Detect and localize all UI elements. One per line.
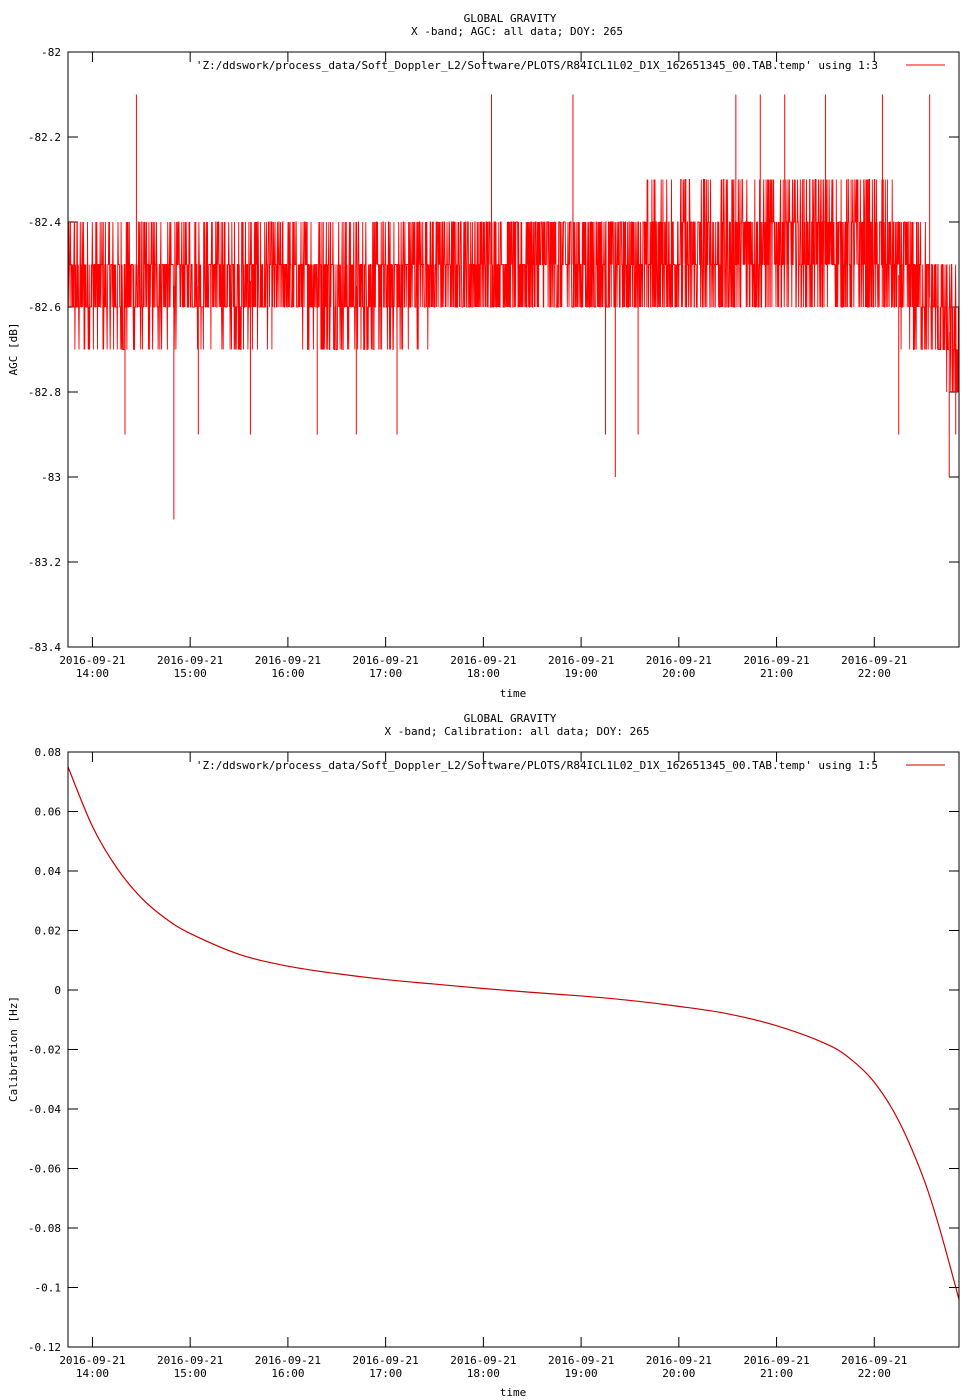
y-tick-label: 0.02 bbox=[35, 925, 62, 938]
x-tick-label: 2016-09-21 bbox=[548, 1354, 614, 1367]
y-tick-label: -83.2 bbox=[28, 556, 61, 569]
x-tick-label: 2016-09-21 bbox=[841, 1354, 907, 1367]
chart-subtitle: X -band; Calibration: all data; DOY: 265 bbox=[385, 725, 650, 738]
y-tick-label: -0.12 bbox=[28, 1341, 61, 1354]
x-tick-label: 2016-09-21 bbox=[841, 654, 907, 667]
axes-layer: -82-82.2-82.4-82.6-82.8-83-83.2-83.42016… bbox=[28, 46, 959, 680]
plot-frame bbox=[67, 51, 960, 648]
x-tick-label: 21:00 bbox=[760, 667, 793, 680]
x-tick-label: 15:00 bbox=[174, 667, 207, 680]
y-axis-label: AGC [dB] bbox=[7, 323, 20, 376]
x-tick-label: 17:00 bbox=[369, 1367, 402, 1380]
calibration-chart: GLOBAL GRAVITY X -band; Calibration: all… bbox=[7, 712, 960, 1399]
y-tick-label: -83.4 bbox=[28, 641, 61, 654]
y-tick-label: 0.06 bbox=[35, 806, 62, 819]
series-line-0 bbox=[67, 766, 960, 1300]
x-tick-label: 14:00 bbox=[76, 1367, 109, 1380]
y-tick-label: -82.4 bbox=[28, 216, 61, 229]
x-tick-label: 18:00 bbox=[467, 667, 500, 680]
legend-label: 'Z:/ddswork/process_data/Soft_Doppler_L2… bbox=[196, 59, 878, 72]
series-line-0 bbox=[67, 179, 960, 393]
x-tick-label: 2016-09-21 bbox=[255, 654, 321, 667]
x-tick-label: 19:00 bbox=[565, 1367, 598, 1380]
x-axis-label: time bbox=[500, 1386, 527, 1399]
x-axis-label: time bbox=[500, 687, 527, 700]
x-tick-label: 2016-09-21 bbox=[450, 1354, 516, 1367]
x-tick-label: 17:00 bbox=[369, 667, 402, 680]
x-tick-label: 2016-09-21 bbox=[646, 654, 712, 667]
chart-title: GLOBAL GRAVITY bbox=[464, 12, 557, 25]
chart-title: GLOBAL GRAVITY bbox=[464, 712, 557, 725]
x-tick-label: 20:00 bbox=[662, 667, 695, 680]
x-tick-label: 2016-09-21 bbox=[157, 654, 223, 667]
x-tick-label: 2016-09-21 bbox=[353, 654, 419, 667]
x-tick-label: 14:00 bbox=[76, 667, 109, 680]
y-tick-label: -82.2 bbox=[28, 131, 61, 144]
x-tick-label: 2016-09-21 bbox=[450, 654, 516, 667]
legend-label: 'Z:/ddswork/process_data/Soft_Doppler_L2… bbox=[196, 759, 878, 772]
x-tick-label: 16:00 bbox=[271, 667, 304, 680]
y-tick-label: -0.08 bbox=[28, 1222, 61, 1235]
x-tick-label: 19:00 bbox=[565, 667, 598, 680]
x-tick-label: 2016-09-21 bbox=[255, 1354, 321, 1367]
x-tick-label: 20:00 bbox=[662, 1367, 695, 1380]
x-tick-label: 2016-09-21 bbox=[157, 1354, 223, 1367]
y-tick-label: -82.8 bbox=[28, 386, 61, 399]
chart-subtitle: X -band; AGC: all data; DOY: 265 bbox=[411, 25, 623, 38]
agc-chart: GLOBAL GRAVITY X -band; AGC: all data; D… bbox=[7, 12, 960, 700]
x-tick-label: 2016-09-21 bbox=[59, 654, 125, 667]
y-tick-label: -83 bbox=[41, 471, 61, 484]
axes-layer: 0.08 0.06 0.04 0.02 0 -0.02 -0.04 -0.06 -0.08 -0.… bbox=[28, 746, 959, 1380]
x-tick-label: 2016-09-21 bbox=[743, 654, 809, 667]
x-tick-label: 16:00 bbox=[271, 1367, 304, 1380]
y-tick-label: -0.1 bbox=[35, 1282, 62, 1295]
x-tick-label: 15:00 bbox=[174, 1367, 207, 1380]
y-axis-label: Calibration [Hz] bbox=[7, 996, 20, 1102]
x-tick-label: 2016-09-21 bbox=[353, 1354, 419, 1367]
y-tick-label: 0 bbox=[54, 984, 61, 997]
y-tick-label: -0.02 bbox=[28, 1044, 61, 1057]
x-tick-label: 2016-09-21 bbox=[548, 654, 614, 667]
data-layer bbox=[67, 94, 960, 520]
x-tick-label: 22:00 bbox=[858, 667, 891, 680]
y-tick-label: 0.08 bbox=[35, 746, 62, 759]
y-tick-label: -0.04 bbox=[28, 1103, 61, 1116]
x-tick-label: 21:00 bbox=[760, 1367, 793, 1380]
x-tick-label: 2016-09-21 bbox=[646, 1354, 712, 1367]
y-tick-label: -82 bbox=[41, 46, 61, 59]
x-tick-label: 22:00 bbox=[858, 1367, 891, 1380]
x-tick-label: 2016-09-21 bbox=[59, 1354, 125, 1367]
plot-frame bbox=[67, 751, 960, 1348]
x-tick-label: 2016-09-21 bbox=[743, 1354, 809, 1367]
y-tick-label: -82.6 bbox=[28, 301, 61, 314]
x-tick-label: 18:00 bbox=[467, 1367, 500, 1380]
data-layer bbox=[67, 766, 960, 1300]
y-tick-label: -0.06 bbox=[28, 1163, 61, 1176]
y-tick-label: 0.04 bbox=[35, 865, 62, 878]
